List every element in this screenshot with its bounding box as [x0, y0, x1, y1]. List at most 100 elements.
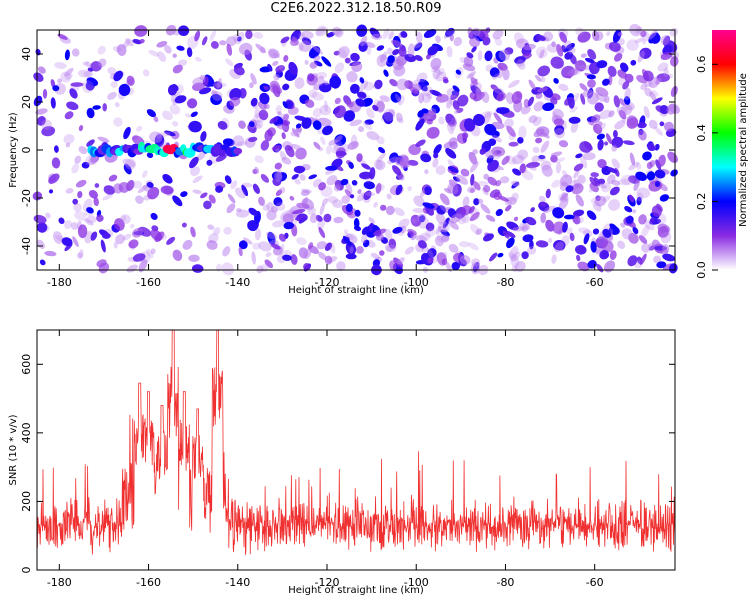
heatmap-cell [513, 216, 519, 222]
heatmap-cell [269, 80, 281, 94]
heatmap-cell [194, 30, 201, 42]
y-tick-label: 0 [20, 147, 33, 154]
heatmap-cell [432, 158, 439, 168]
heatmap-cell [318, 182, 326, 191]
heatmap-cell [655, 159, 662, 170]
heatmap-cell [150, 248, 156, 255]
heatmap-cell [617, 240, 626, 250]
heatmap-cell [371, 33, 383, 40]
heatmap-cell [100, 239, 106, 253]
heatmap-cell [60, 71, 72, 83]
heatmap-cell [188, 120, 202, 133]
heatmap-cell [389, 79, 398, 87]
heatmap-cell [394, 207, 405, 216]
heatmap-cell [366, 45, 372, 55]
heatmap-cell [553, 78, 559, 84]
heatmap-cell [48, 189, 54, 194]
heatmap-cell [258, 196, 265, 206]
heatmap-cell [590, 241, 597, 253]
heatmap-cell [102, 232, 111, 239]
heatmap-cell [397, 95, 405, 106]
heatmap-cell [274, 171, 283, 182]
heatmap-cell [670, 85, 678, 97]
heatmap-cell [599, 249, 609, 260]
heatmap-cell [651, 89, 659, 97]
heatmap-cell [160, 185, 174, 195]
heatmap-cell [319, 203, 325, 215]
heatmap-cell [606, 174, 616, 185]
heatmap-cell [176, 45, 185, 51]
heatmap-cell [625, 215, 634, 224]
x-tick-label: -140 [225, 576, 250, 589]
heatmap-cell [301, 30, 314, 39]
heatmap-cell [388, 238, 397, 249]
heatmap-cell [468, 73, 475, 79]
heatmap-cell [455, 69, 462, 75]
heatmap-cell [547, 237, 553, 243]
heatmap-cell [410, 214, 422, 227]
heatmap-cell [384, 228, 393, 241]
heatmap-cell [146, 109, 157, 118]
heatmap-cell [636, 162, 642, 170]
heatmap-cell [363, 81, 375, 91]
heatmap-cell [66, 101, 79, 111]
heatmap-cell [442, 78, 449, 84]
heatmap-cell [115, 234, 125, 245]
heatmap-cell [260, 174, 270, 183]
heatmap-cell [440, 229, 450, 237]
heatmap-cell [281, 156, 292, 165]
heatmap-cell [392, 59, 404, 71]
heatmap-cell [592, 228, 600, 235]
heatmap-cell [379, 250, 385, 256]
heatmap-cell [45, 212, 51, 219]
heatmap-cell [519, 163, 526, 174]
heatmap-cell [275, 189, 283, 197]
heatmap-cell [511, 91, 523, 104]
spectrogram-axes: -180 -160 -140 -120 -100 -80 -60 -40 -20 0 20 40 [20, 30, 675, 289]
heatmap-cell [493, 112, 503, 124]
heatmap-cell [415, 31, 423, 44]
heatmap-cell [136, 125, 143, 132]
heatmap-cell [535, 92, 543, 99]
heatmap-cell [577, 261, 590, 272]
heatmap-cell [415, 139, 426, 147]
heatmap-cell [395, 112, 403, 122]
heatmap-cell [177, 84, 184, 94]
heatmap-cell [527, 246, 537, 255]
heatmap-cell [551, 254, 557, 264]
x-tick-label: -60 [586, 276, 604, 289]
heatmap-cell [85, 61, 92, 69]
heatmap-cell [185, 113, 192, 118]
heatmap-cell [283, 221, 295, 230]
heatmap-cell [334, 134, 347, 146]
heatmap-cell [276, 124, 289, 131]
heatmap-cell [372, 104, 379, 112]
heatmap-cell [255, 228, 262, 241]
heatmap-cell [662, 44, 673, 55]
heatmap-cell [493, 87, 505, 95]
heatmap-cell [475, 88, 483, 100]
heatmap-cell [505, 92, 515, 104]
heatmap-cell [529, 240, 534, 250]
heatmap-cell [307, 206, 316, 216]
heatmap-cell [632, 209, 637, 214]
heatmap-cell [640, 253, 647, 266]
heatmap-cell [295, 123, 302, 129]
heatmap-cell [658, 154, 666, 167]
heatmap-cell [325, 165, 338, 171]
colorbar-tick-label: 0.4 [695, 124, 708, 142]
heatmap-cell [537, 154, 547, 162]
x-tick-label: -140 [225, 276, 250, 289]
heatmap-cell [192, 76, 206, 86]
heatmap-cell [607, 166, 618, 174]
heatmap-cell [636, 187, 651, 199]
heatmap-cell [263, 85, 269, 91]
heatmap-cell [41, 119, 52, 130]
heatmap-cell [375, 160, 386, 171]
heatmap-cell [221, 262, 234, 276]
heatmap-cell [426, 93, 433, 100]
heatmap-cell [545, 219, 555, 232]
heatmap-cell [483, 185, 491, 193]
heatmap-cell [654, 126, 664, 136]
heatmap-cell [250, 97, 258, 107]
